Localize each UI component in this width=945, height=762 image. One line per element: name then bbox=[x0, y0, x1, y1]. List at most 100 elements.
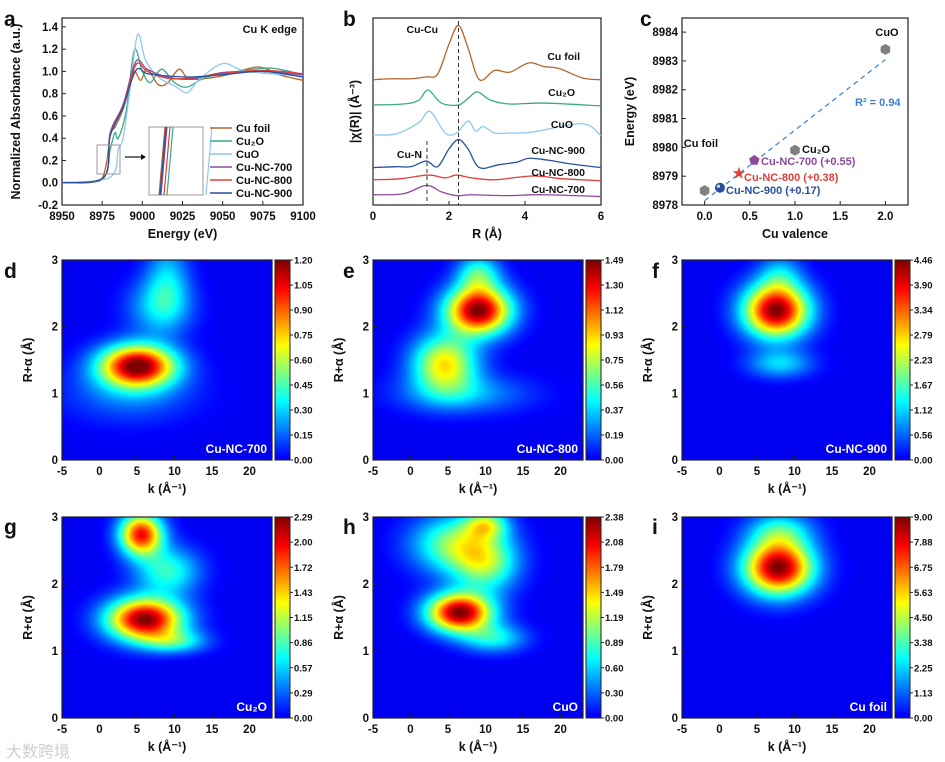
colorbar-tick-label: 0.75 bbox=[294, 331, 313, 342]
panel-b-frame bbox=[372, 17, 602, 206]
colorbar-tick-label: 4.46 bbox=[914, 256, 933, 267]
x-tick-label: 5 bbox=[134, 724, 141, 736]
inset-line bbox=[166, 126, 174, 196]
series-label: Cu foil bbox=[547, 51, 580, 63]
colorbar-frame bbox=[585, 259, 602, 461]
x-tick-label: 0.5 bbox=[742, 211, 759, 223]
y-tick-label: 8983 bbox=[652, 56, 678, 68]
x-tick-label: 2 bbox=[446, 211, 452, 223]
y-tick-label: 1.2 bbox=[42, 44, 58, 56]
panel-f-letter: f bbox=[652, 260, 660, 283]
panel-i-ylabel: R+α (Å) bbox=[640, 595, 655, 640]
marker-pentagon bbox=[749, 154, 760, 165]
x-tick-label: 20 bbox=[554, 466, 567, 478]
series-line bbox=[372, 110, 602, 137]
panel-d-letter: d bbox=[4, 260, 17, 283]
panel-b-xlabel: R (Å) bbox=[472, 226, 502, 241]
y-tick-label: 1 bbox=[672, 388, 679, 400]
colorbar-tick-label: 1.79 bbox=[605, 563, 624, 574]
colorbar-tick-label: 0.30 bbox=[605, 688, 624, 699]
y-tick-label: 0 bbox=[672, 713, 678, 725]
colorbar-tick-label: 0.60 bbox=[294, 356, 313, 367]
x-tick-label: 5 bbox=[754, 466, 761, 478]
x-tick-label: 9000 bbox=[130, 211, 156, 223]
panel-h-heatmap bbox=[373, 517, 583, 718]
panel-d-heatmap bbox=[62, 260, 272, 460]
panel-g-xlabel: k (Å⁻¹) bbox=[148, 739, 187, 754]
y-tick-label: 3 bbox=[672, 255, 678, 267]
panel-h-xlabel: k (Å⁻¹) bbox=[459, 739, 498, 754]
panel-i-colorbar bbox=[895, 517, 910, 718]
panel-g-frame bbox=[61, 516, 273, 719]
y-tick-label: 8982 bbox=[652, 85, 678, 97]
y-tick-label: 0.6 bbox=[42, 111, 58, 123]
cu-n-annotation: Cu-N bbox=[397, 149, 422, 161]
y-tick-label: 2 bbox=[672, 322, 678, 334]
y-tick-label: 0.2 bbox=[42, 155, 58, 167]
y-tick-label: 0 bbox=[52, 455, 58, 467]
panel-i-xlabel: k (Å⁻¹) bbox=[768, 739, 807, 754]
x-tick-label: 1.5 bbox=[832, 211, 849, 223]
colorbar-tick-label: 1.13 bbox=[914, 688, 933, 699]
y-tick-label: 0 bbox=[52, 713, 58, 725]
colorbar-tick-label: 1.12 bbox=[914, 406, 933, 417]
x-tick-label: 10 bbox=[788, 466, 801, 478]
panel-d-sample-label: Cu-NC-700 bbox=[206, 442, 268, 456]
series-label: Cu-NC-900 bbox=[531, 145, 585, 157]
colorbar-tick-label: 2.08 bbox=[605, 538, 624, 549]
series-line bbox=[372, 89, 602, 107]
x-tick-label: 0 bbox=[407, 724, 413, 736]
y-tick-label: 1 bbox=[672, 646, 679, 658]
inset-line bbox=[159, 126, 167, 196]
x-tick-label: 8975 bbox=[89, 211, 115, 223]
series-line bbox=[372, 174, 602, 182]
y-tick-label: 0.8 bbox=[42, 89, 59, 101]
y-tick-label: 0.4 bbox=[42, 133, 59, 145]
panel-c-axes: c 0.0 0.5 1.0 1.5 2.0 8978 8979 8980 8981 8982 8983… bbox=[623, 8, 909, 241]
y-tick-label: 0 bbox=[363, 713, 369, 725]
x-tick-label: 8950 bbox=[49, 211, 75, 223]
x-tick-label: -5 bbox=[368, 724, 379, 736]
colorbar-tick-label: 1.49 bbox=[605, 256, 624, 267]
y-tick-label: 3 bbox=[672, 512, 678, 524]
panel-h-sample-label: CuO bbox=[553, 700, 578, 714]
colorbar-tick-label: 5.63 bbox=[914, 588, 933, 599]
y-tick-label: -0.2 bbox=[38, 200, 58, 212]
point-label: CuO bbox=[875, 27, 899, 39]
x-tick-label: 20 bbox=[863, 466, 876, 478]
panel-i-sample-label: Cu foil bbox=[850, 700, 887, 714]
y-tick-label: 8980 bbox=[652, 142, 678, 154]
legend-label: Cu-NC-800 bbox=[236, 175, 292, 187]
x-tick-label: -5 bbox=[57, 724, 68, 736]
x-tick-label: 15 bbox=[206, 724, 219, 736]
y-tick-label: 8978 bbox=[652, 200, 678, 212]
panel-g-sample-label: Cu₂O bbox=[236, 700, 267, 714]
colorbar-tick-label: 3.34 bbox=[914, 306, 933, 317]
point-label: Cu-NC-700 (+0.55) bbox=[761, 156, 856, 168]
legend-label: Cu foil bbox=[236, 123, 270, 135]
x-tick-label: 0 bbox=[407, 466, 413, 478]
colorbar-tick-label: 7.88 bbox=[914, 538, 933, 549]
colorbar-tick-label: 1.05 bbox=[294, 281, 313, 292]
colorbar-tick-label: 1.12 bbox=[605, 306, 624, 317]
x-tick-label: 9050 bbox=[210, 211, 236, 223]
panel-g-ylabel: R+α (Å) bbox=[20, 595, 35, 640]
panel-i-heatmap bbox=[682, 517, 892, 718]
colorbar-tick-label: 0.00 bbox=[294, 714, 313, 725]
marker-sphere bbox=[714, 182, 725, 193]
x-tick-label: 10 bbox=[479, 724, 492, 736]
zoom-arrow-head bbox=[141, 154, 146, 160]
x-tick-label: 5 bbox=[134, 466, 141, 478]
panel-h-letter: h bbox=[343, 516, 356, 539]
panel-a-xlabel: Energy (eV) bbox=[148, 227, 217, 241]
colorbar-tick-label: 0.37 bbox=[605, 406, 624, 417]
panel-a-axes: a 8950 8975 9000 9025 9050 9075 9100 -0.2 0.0 0.2 0… bbox=[4, 8, 316, 241]
series-line bbox=[372, 138, 602, 170]
panel-d-colorbar bbox=[275, 260, 290, 460]
legend-label: Cu-NC-900 bbox=[236, 188, 292, 200]
colorbar-tick-label: 0.00 bbox=[294, 456, 313, 467]
